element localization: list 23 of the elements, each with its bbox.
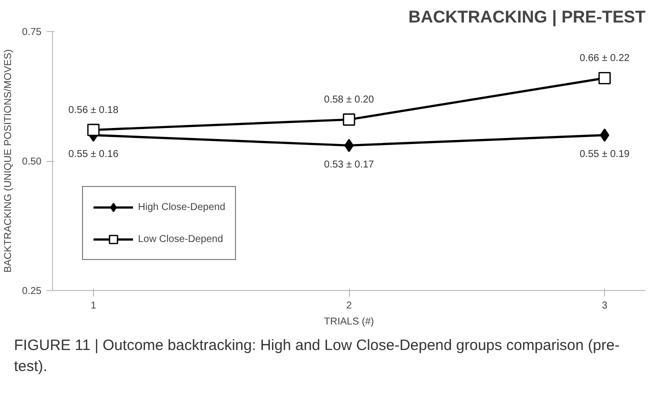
caption: FIGURE 11 | Outcome backtracking: High and Low Close-Depend groups comparison (pre-test). (14, 336, 621, 378)
legend-label: High Close-Depend (138, 202, 226, 212)
data-label: 0.55 ± 0.16 (68, 149, 119, 160)
x-tick-label: 2 (346, 300, 352, 312)
data-label: 0.56 ± 0.18 (68, 104, 119, 116)
y-axis-title: BACKTRACKING (UNIQUE POSITIONS/MOVES) (3, 49, 14, 273)
data-label: 0.66 ± 0.22 (580, 53, 630, 64)
data-label: 0.53 ± 0.17 (324, 159, 374, 170)
point (342, 113, 356, 126)
x-axis-title: TRIALS (#) (324, 316, 374, 328)
point (344, 138, 354, 152)
y-tick-label: 0.50 (22, 156, 42, 168)
x-tick-label: 1 (90, 300, 97, 312)
data-label: 0.58 ± 0.20 (324, 94, 374, 106)
point (87, 124, 100, 136)
point (600, 128, 610, 142)
legend-label: Low Close-Depend (138, 234, 224, 244)
y-tick-label: 0.75 (22, 27, 42, 38)
y-tick-label: 0.25 (22, 286, 42, 297)
data-label: 0.55 ± 0.19 (580, 149, 630, 160)
chart-title: BACKTRACKING | PRE-TEST (408, 8, 646, 26)
point (598, 72, 611, 84)
x-tick-label: 3 (602, 300, 608, 312)
